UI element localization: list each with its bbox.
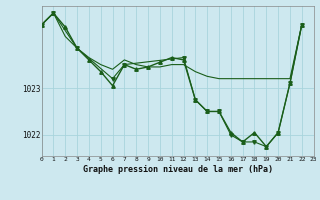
X-axis label: Graphe pression niveau de la mer (hPa): Graphe pression niveau de la mer (hPa) — [83, 165, 273, 174]
